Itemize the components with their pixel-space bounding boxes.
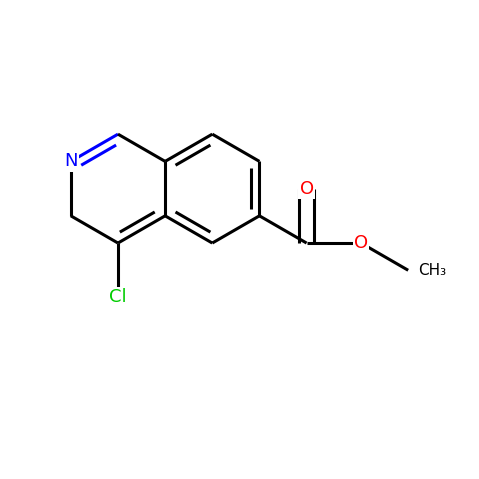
Text: Cl: Cl	[109, 288, 127, 307]
Text: N: N	[64, 152, 78, 171]
Text: O: O	[299, 180, 314, 198]
Text: CH₃: CH₃	[418, 263, 446, 278]
Text: O: O	[354, 234, 368, 252]
